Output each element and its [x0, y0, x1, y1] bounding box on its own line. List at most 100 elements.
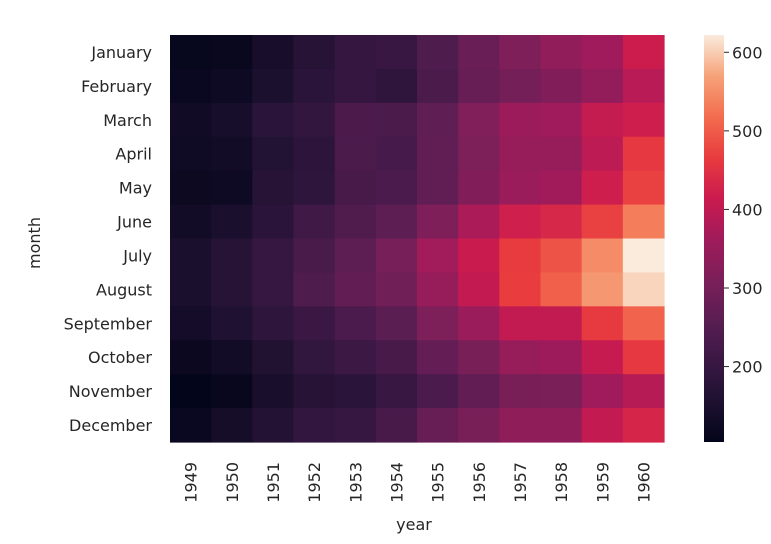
heatmap-cell [252, 340, 295, 375]
heatmap-cell [458, 204, 500, 240]
heatmap-cell [170, 306, 212, 341]
heatmap-cell [252, 68, 295, 104]
heatmap-cell [293, 136, 336, 172]
heatmap-cell [581, 170, 624, 206]
heatmap-cell [540, 136, 583, 172]
heatmap-cell [499, 272, 542, 307]
heatmap-cell [293, 340, 336, 375]
heatmap-cell [252, 204, 295, 240]
heatmap-cell [622, 170, 665, 206]
heatmap-cell [293, 306, 336, 341]
heatmap-cell [540, 68, 583, 104]
heatmap-cell [417, 374, 459, 409]
heatmap-cell [170, 204, 212, 240]
heatmap-cell [417, 408, 459, 443]
month-tick-label: February [81, 77, 152, 96]
heatmap-cell [252, 374, 295, 409]
year-tick-labels: 1949 1950 1951 1952 1953 1954 1955 1956 1957 1958… [182, 462, 654, 503]
colorbar [704, 35, 724, 442]
heatmap-cell [622, 204, 665, 240]
heatmap-cell [252, 238, 295, 274]
heatmap-cell [499, 408, 542, 443]
y-axis-label: month [25, 217, 44, 269]
heatmap-cell [458, 340, 500, 375]
heatmap-cell [293, 170, 336, 206]
month-tick-label: May [119, 179, 152, 198]
heatmap-cell [293, 374, 336, 409]
month-tick-label: June [116, 213, 152, 232]
heatmap-cell [211, 408, 253, 443]
year-tick-label: 1953 [346, 462, 365, 503]
heatmap-cell [622, 340, 665, 375]
month-tick-label: August [96, 280, 152, 299]
heatmap-cell [211, 272, 253, 307]
heatmap-cell [458, 68, 500, 104]
heatmap-cell [211, 102, 253, 138]
year-tick-label: 1954 [387, 462, 406, 503]
colorbar-tick-label: 300 [732, 279, 763, 298]
heatmap-cell [540, 306, 583, 341]
heatmap-cell [170, 35, 212, 70]
heatmap-cell [417, 170, 459, 206]
heatmap-cell [252, 170, 295, 206]
heatmap-cell [170, 340, 212, 375]
heatmap-cell [581, 102, 624, 138]
heatmap-cell [622, 136, 665, 172]
heatmap-cell [458, 238, 500, 274]
heatmap-cell [211, 306, 253, 341]
year-tick-label: 1958 [552, 462, 571, 503]
heatmap-cell [375, 136, 418, 172]
heatmap-cell [334, 340, 377, 375]
heatmap-cell [293, 35, 336, 70]
heatmap-cell [334, 170, 377, 206]
heatmap-cell [375, 35, 418, 70]
heatmap-cell [581, 35, 624, 70]
heatmap-cell [499, 68, 542, 104]
heatmap-cell [211, 340, 253, 375]
heatmap-cell [334, 204, 377, 240]
heatmap-cell [417, 35, 459, 70]
heatmap-cell [334, 238, 377, 274]
heatmap-cell [417, 272, 459, 307]
heatmap-cell [581, 68, 624, 104]
heatmap-cell [581, 272, 624, 307]
heatmap-cell [499, 136, 542, 172]
heatmap-cell [170, 238, 212, 274]
heatmap-cell [375, 272, 418, 307]
heatmap-cell [581, 306, 624, 341]
year-tick-label: 1949 [182, 462, 201, 503]
heatmap-cell [375, 340, 418, 375]
heatmap-cell [581, 408, 624, 443]
heatmap-cell [540, 340, 583, 375]
heatmap-cell [458, 170, 500, 206]
heatmap-cell [417, 136, 459, 172]
heatmap-cell [252, 408, 295, 443]
heatmap-cell [170, 102, 212, 138]
heatmap-cell [458, 306, 500, 341]
heatmap-cell [622, 238, 665, 274]
heatmap-cell [375, 170, 418, 206]
month-tick-labels: January February March April May June July Augu… [64, 43, 153, 435]
heatmap-cell [499, 340, 542, 375]
month-tick-label: April [115, 145, 152, 164]
colorbar-tick-label: 600 [732, 43, 763, 62]
heatmap-cell [417, 306, 459, 341]
month-tick-label: January [90, 43, 152, 62]
heatmap-cell [540, 272, 583, 307]
heatmap-cell [375, 68, 418, 104]
heatmap-cell [375, 408, 418, 443]
heatmap-cell [540, 204, 583, 240]
heatmap-cell [293, 272, 336, 307]
colorbar-tick-label: 400 [732, 200, 763, 219]
month-tick-label: July [122, 246, 152, 265]
heatmap-cell [622, 374, 665, 409]
heatmap-cell [417, 68, 459, 104]
heatmap-cell [211, 374, 253, 409]
year-tick-label: 1950 [223, 462, 242, 503]
heatmap-cell [499, 170, 542, 206]
month-tick-label: November [69, 382, 153, 401]
heatmap-cell [375, 102, 418, 138]
colorbar-ticks: 200 300 400 500 600 [724, 43, 763, 377]
heatmap-cell [334, 374, 377, 409]
heatmap-cell [417, 204, 459, 240]
